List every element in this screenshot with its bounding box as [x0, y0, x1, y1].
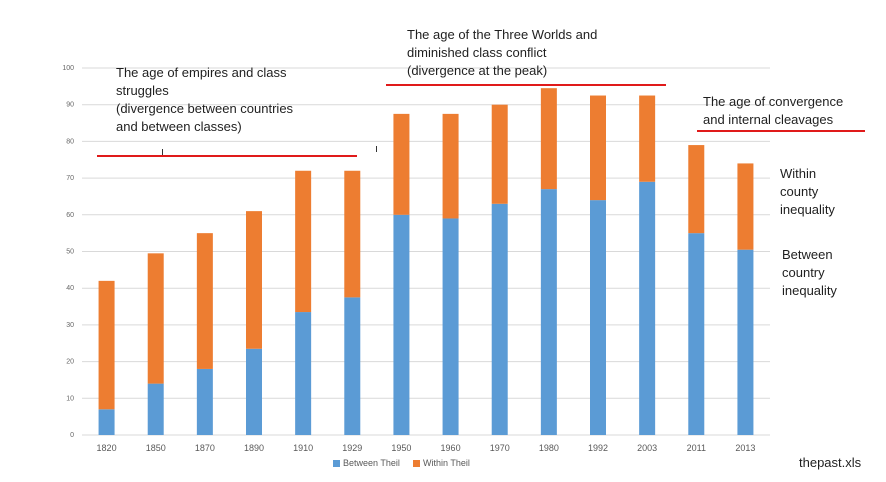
- y-tick-label-70: 70: [66, 175, 74, 182]
- y-tick-label-60: 60: [66, 212, 74, 219]
- x-tick-label-1970: 1970: [490, 443, 510, 453]
- era-empires-line: [97, 155, 357, 157]
- y-axis: 0 10 20 30 40 50 60 70 80 90 100: [62, 65, 74, 439]
- legend: Between Theil Within Theil: [333, 458, 470, 468]
- bar-1820-between: [98, 409, 115, 435]
- bar-1970-between: [491, 203, 508, 435]
- bar-2003-between: [639, 181, 656, 435]
- bar-1960-within: [442, 113, 459, 219]
- bar-1929-between: [344, 297, 361, 435]
- era-convergence-line: [697, 130, 865, 132]
- x-tick-label-1980: 1980: [539, 443, 559, 453]
- bar-1870-within: [196, 233, 213, 369]
- x-tick-label-1950: 1950: [391, 443, 411, 453]
- bar-1970-within: [491, 104, 508, 204]
- gridlines: [82, 67, 770, 436]
- era-three-worlds-annotation: The age of the Three Worlds and diminish…: [407, 27, 598, 78]
- bar-2013-between: [737, 249, 754, 435]
- bar-1850-within: [147, 253, 164, 384]
- bar-1870-between: [196, 368, 213, 435]
- x-tick-label-2011: 2011: [687, 443, 706, 453]
- x-tick-label-1992: 1992: [588, 443, 608, 453]
- x-tick-label-1960: 1960: [441, 443, 461, 453]
- bar-2013-within: [737, 163, 754, 250]
- between-inequality-label: Between country inequality: [782, 247, 837, 298]
- bar-1910-between: [295, 312, 312, 435]
- bar-1960-between: [442, 218, 459, 435]
- x-tick-label-1910: 1910: [293, 443, 313, 453]
- x-tick-label-2013: 2013: [735, 443, 755, 453]
- era-empires-tick: [162, 149, 163, 155]
- legend-swatch-between: [333, 460, 340, 467]
- x-tick-label-1929: 1929: [342, 443, 362, 453]
- legend-swatch-within: [413, 460, 420, 467]
- x-axis: 1820 1850 1870 1890 1910 1929 1950 1960 1970 1980…: [97, 443, 756, 453]
- bar-1890-between: [246, 348, 262, 435]
- y-tick-label-30: 30: [66, 322, 74, 329]
- bars: [98, 88, 754, 435]
- bar-1992-within: [590, 95, 606, 201]
- bar-1950-within: [393, 113, 410, 215]
- x-tick-label-1890: 1890: [244, 443, 264, 453]
- era-three-worlds-line: [386, 84, 666, 86]
- bar-1850-between: [147, 383, 164, 435]
- bar-2003-within: [639, 95, 656, 182]
- era-convergence-annotation: The age of convergence and internal clea…: [703, 94, 844, 127]
- era-boundary-tick: [376, 146, 377, 152]
- y-tick-label-90: 90: [66, 102, 74, 109]
- bar-1980-between: [540, 189, 557, 435]
- y-tick-label-0: 0: [70, 432, 74, 439]
- y-tick-label-50: 50: [66, 249, 74, 256]
- era-empires-annotation: The age of empires and class struggles (…: [116, 65, 294, 134]
- y-tick-label-10: 10: [66, 395, 74, 402]
- source-label: thepast.xls: [799, 455, 862, 470]
- x-tick-label-1820: 1820: [97, 443, 117, 453]
- bar-1950-between: [393, 214, 410, 435]
- legend-label-within: Within Theil: [423, 458, 470, 468]
- x-tick-label-1850: 1850: [146, 443, 166, 453]
- y-tick-label-20: 20: [66, 359, 74, 366]
- bar-1929-within: [344, 170, 361, 298]
- bar-1910-within: [295, 170, 312, 313]
- bar-1980-within: [540, 88, 557, 190]
- bar-2011-within: [688, 145, 705, 234]
- bar-1890-within: [246, 211, 262, 349]
- x-tick-label-2003: 2003: [637, 443, 657, 453]
- bar-1820-within: [98, 280, 115, 410]
- within-inequality-label: Within county inequality: [780, 166, 835, 217]
- y-tick-label-100: 100: [62, 65, 74, 72]
- bar-2011-between: [688, 233, 705, 435]
- y-tick-label-40: 40: [66, 285, 74, 292]
- x-tick-label-1870: 1870: [195, 443, 215, 453]
- legend-label-between: Between Theil: [343, 458, 400, 468]
- y-tick-label-80: 80: [66, 138, 74, 145]
- bar-1992-between: [590, 200, 606, 435]
